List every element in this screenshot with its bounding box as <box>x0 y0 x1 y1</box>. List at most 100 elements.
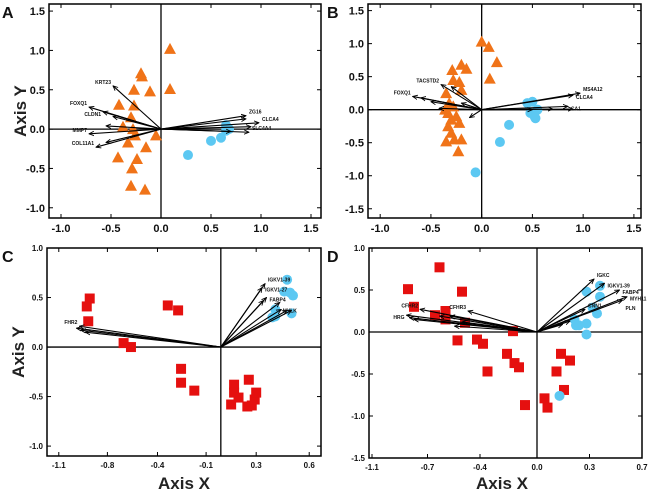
square-point <box>173 305 184 316</box>
loading-vector-label: FOXQ1 <box>394 90 411 96</box>
x-axis-label: Axis X <box>476 474 529 493</box>
y-tick-label: -0.5 <box>351 370 365 379</box>
triangle-point <box>125 179 137 191</box>
loading-vector-label: CLDN1 <box>84 112 101 118</box>
square-point <box>551 366 562 377</box>
x-tick-label: -0.4 <box>151 461 165 470</box>
y-tick-label: 1.5 <box>349 6 364 18</box>
loading-vector-arrow <box>160 128 231 131</box>
square-point <box>440 306 451 316</box>
y-tick-label: 0.5 <box>354 286 366 295</box>
loading-vector-label: CNN1 <box>588 303 602 309</box>
triangle-point <box>131 152 143 164</box>
circle-point <box>494 137 505 148</box>
square-point <box>472 334 482 345</box>
loading-vector-arrow <box>481 95 573 111</box>
loading-vector-arrow <box>451 87 482 111</box>
y-tick-label: 0.5 <box>30 85 45 97</box>
y-tick-label: 1.5 <box>30 6 45 18</box>
triangle-point <box>164 82 176 94</box>
square-point <box>559 384 569 395</box>
triangle-point <box>453 116 466 128</box>
loading-vector-label: MMP7 <box>73 128 88 134</box>
square-point <box>81 301 92 312</box>
square-point <box>189 385 200 396</box>
x-tick-label: 0.6 <box>304 461 316 470</box>
loading-vector-arrow <box>414 319 538 333</box>
circle-point <box>288 290 299 301</box>
triangle-point <box>140 141 152 153</box>
plot-frame <box>368 247 643 459</box>
y-tick-label: 1.0 <box>354 244 366 253</box>
square-point <box>539 393 550 404</box>
square-point <box>440 314 451 325</box>
triangle-point <box>483 72 496 84</box>
square-point <box>478 338 488 349</box>
square-point <box>430 310 440 321</box>
x-tick-label: 1.5 <box>626 223 641 235</box>
triangle-point <box>164 42 176 54</box>
loading-vector-label: PLN <box>626 306 636 312</box>
loading-vector-arrow <box>536 308 585 333</box>
y-tick-label: 1.0 <box>349 39 364 51</box>
triangle-point <box>453 75 466 87</box>
square-point <box>482 366 493 377</box>
circle-point <box>282 274 293 285</box>
loading-vector-label: IGKV1-39 <box>268 278 290 284</box>
loading-vector-arrow <box>468 311 538 333</box>
y-tick-label: 0.5 <box>32 294 44 303</box>
square-point <box>434 262 445 273</box>
loading-vector-arrow <box>89 128 162 134</box>
x-tick-label: 1.0 <box>576 223 591 235</box>
panel-d: -1.1 -0.7 -0.4 0.0 0.3 0.7 -1.5 -1.0 -0.5 0.0 0.5 1… <box>327 244 648 493</box>
x-tick-label: -0.7 <box>421 463 435 472</box>
x-tick-label: 0.7 <box>636 463 648 472</box>
loading-vector-label: IGKV1-39 <box>608 283 630 289</box>
square-point <box>83 316 94 327</box>
loading-vector-label: MYH11 <box>630 297 647 303</box>
triangle-point <box>128 83 140 95</box>
y-tick-label: 1.0 <box>32 244 44 253</box>
square-point <box>502 348 512 359</box>
x-tick-label: 0.3 <box>584 463 596 472</box>
loading-vector-arrow <box>469 109 482 118</box>
loading-vector-arrow <box>113 117 162 130</box>
square-point <box>233 392 244 403</box>
square-point <box>249 394 260 405</box>
x-tick-label: -0.5 <box>421 223 440 235</box>
loading-vector-label: FHR2 <box>64 320 77 326</box>
square-point <box>508 326 518 337</box>
loading-vector-label: MS4A12 <box>583 87 603 93</box>
loading-vector-label: CFHR3 <box>449 305 466 311</box>
circle-point <box>470 167 481 178</box>
loading-vector-label: CLCA4 <box>576 95 593 101</box>
triangle-point <box>490 56 503 68</box>
square-point <box>452 335 463 346</box>
loading-vector-label: COL11A1 <box>72 141 94 147</box>
x-axis-label: Axis X <box>158 474 211 493</box>
loading-vector-arrow <box>536 324 563 333</box>
triangle-point <box>482 40 495 52</box>
y-tick-label: -1.0 <box>26 203 45 215</box>
triangle-point <box>122 136 134 148</box>
square-point <box>176 363 187 374</box>
triangle-point <box>112 151 124 163</box>
circle-point <box>581 286 592 297</box>
panel-letter: D <box>327 249 339 266</box>
square-point <box>520 400 530 411</box>
x-tick-label: -0.8 <box>100 461 114 470</box>
y-tick-label: 0.0 <box>349 105 364 117</box>
loading-vector-label: HRG <box>393 315 404 321</box>
square-point <box>556 348 566 359</box>
circle-point <box>183 150 193 161</box>
panel-a: -1.0 -0.5 0.0 0.5 1.0 1.5 -1.0 -0.5 0.0 0.5 1.0 1.5… <box>2 3 322 235</box>
loading-vector-arrow <box>160 127 251 130</box>
loading-vector-label: KRT23 <box>95 80 111 86</box>
loading-vector-arrow <box>462 322 538 333</box>
loading-vector-arrow <box>220 302 280 348</box>
loading-vector-arrow <box>106 126 162 130</box>
square-point <box>229 379 240 390</box>
panel-b: -1.0 -0.5 0.0 0.5 1.0 1.5 -1.5 -1.0 -0.5 0.0 0.5 1.… <box>327 3 642 235</box>
y-tick-label: -1.5 <box>351 454 365 463</box>
triangle-point <box>126 162 138 174</box>
